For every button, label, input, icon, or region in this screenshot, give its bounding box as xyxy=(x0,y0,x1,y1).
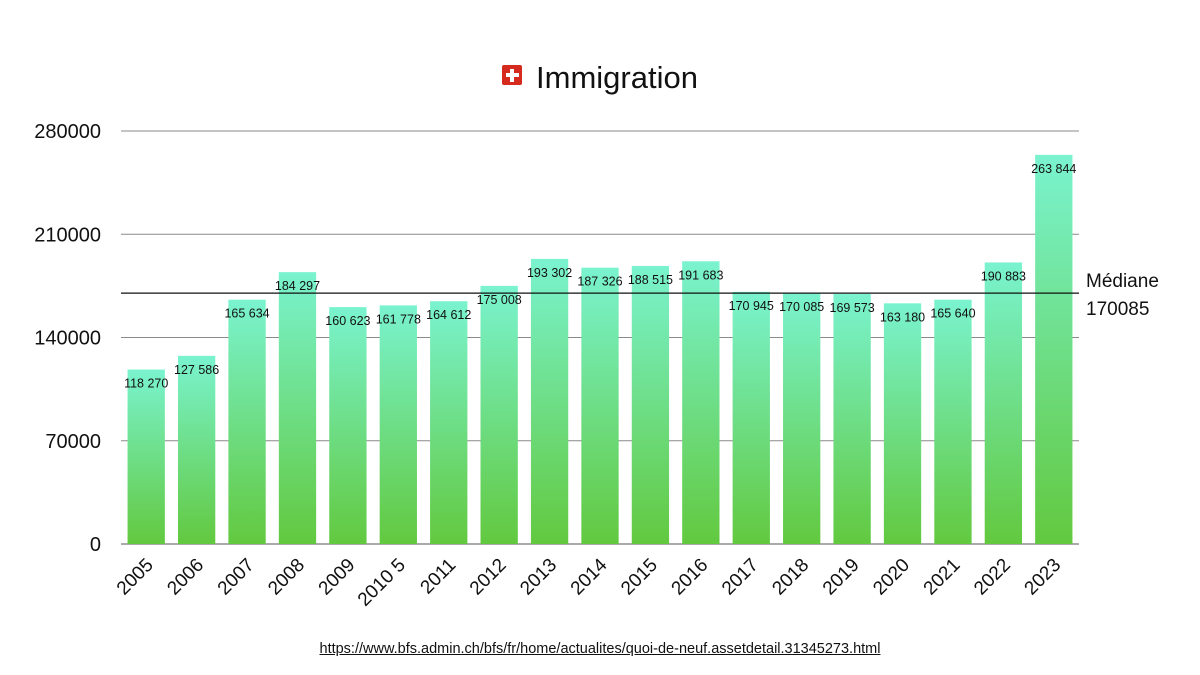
x-tick-label: 2005 xyxy=(113,555,158,600)
y-tick-label: 70000 xyxy=(45,431,101,453)
bar-2013 xyxy=(530,258,569,544)
x-tick-label: 2023 xyxy=(1021,555,1066,600)
data-label: 165 640 xyxy=(930,307,975,321)
bar-2016 xyxy=(682,261,720,544)
bar-2021 xyxy=(934,299,972,544)
bar-2014 xyxy=(581,267,619,544)
x-tick-label: 2009 xyxy=(315,555,360,600)
chart-title-row: Immigration xyxy=(0,60,1200,96)
y-tick-label: 0 xyxy=(90,534,101,556)
x-tick-label: 2020 xyxy=(869,555,914,600)
median-label: Médiane xyxy=(1086,271,1159,292)
x-tick-label: 2019 xyxy=(819,555,864,600)
median-value: 170085 xyxy=(1086,299,1149,320)
y-tick-label: 280000 xyxy=(34,121,101,143)
data-label: 164 612 xyxy=(426,308,471,322)
x-tick-label: 2010 5 xyxy=(354,555,410,611)
data-label: 263 844 xyxy=(1031,162,1076,176)
bar-2008 xyxy=(278,272,317,544)
bar-2012 xyxy=(480,285,518,544)
bar-2007 xyxy=(228,299,266,544)
data-label: 161 778 xyxy=(376,312,421,326)
data-label: 165 634 xyxy=(224,307,269,321)
data-label: 188 515 xyxy=(628,273,673,287)
x-tick-label: 2018 xyxy=(768,555,813,600)
y-tick-label: 210000 xyxy=(34,224,101,246)
x-tick-label: 2021 xyxy=(920,555,965,600)
bar-2011 xyxy=(430,301,468,544)
x-tick-label: 2013 xyxy=(516,555,561,600)
bar-2020 xyxy=(883,303,922,544)
data-label: 127 586 xyxy=(174,363,219,377)
x-tick-label: 2015 xyxy=(617,555,662,600)
bar-2022 xyxy=(984,262,1023,544)
bar-2010-5 xyxy=(379,305,417,544)
bar-2015 xyxy=(631,265,670,544)
chart-title: Immigration xyxy=(536,60,698,95)
data-label: 190 883 xyxy=(981,269,1026,283)
bar-2005 xyxy=(127,369,165,544)
data-label: 163 180 xyxy=(880,310,925,324)
x-tick-label: 2022 xyxy=(970,555,1015,600)
x-tick-label: 2008 xyxy=(264,555,309,600)
data-label: 170 085 xyxy=(779,300,824,314)
data-label: 170 945 xyxy=(729,299,774,313)
bar-2023 xyxy=(1035,154,1073,545)
x-tick-label: 2007 xyxy=(214,555,259,600)
bar-2017 xyxy=(732,291,770,544)
data-label: 160 623 xyxy=(325,314,370,328)
x-tick-label: 2011 xyxy=(417,555,461,599)
data-label: 193 302 xyxy=(527,266,572,280)
data-label: 191 683 xyxy=(678,268,723,282)
bar-2019 xyxy=(833,293,871,544)
y-tick-label: 140000 xyxy=(34,328,101,350)
x-tick-label: 2017 xyxy=(718,555,763,600)
source-link[interactable]: https://www.bfs.admin.ch/bfs/fr/home/act… xyxy=(319,641,881,657)
swiss-flag-icon xyxy=(502,65,523,85)
x-tick-label: 2006 xyxy=(163,555,208,600)
bar-2018 xyxy=(783,293,821,544)
x-tick-label: 2014 xyxy=(567,554,612,599)
data-label: 118 270 xyxy=(124,377,168,391)
data-label: 169 573 xyxy=(830,301,875,315)
data-label: 175 008 xyxy=(477,293,522,307)
x-tick-label: 2012 xyxy=(466,555,511,600)
data-label: 184 297 xyxy=(275,279,320,293)
bar-2006 xyxy=(177,355,216,544)
bar-2009 xyxy=(329,307,367,544)
x-tick-label: 2016 xyxy=(668,555,713,600)
data-label: 187 326 xyxy=(577,275,622,289)
